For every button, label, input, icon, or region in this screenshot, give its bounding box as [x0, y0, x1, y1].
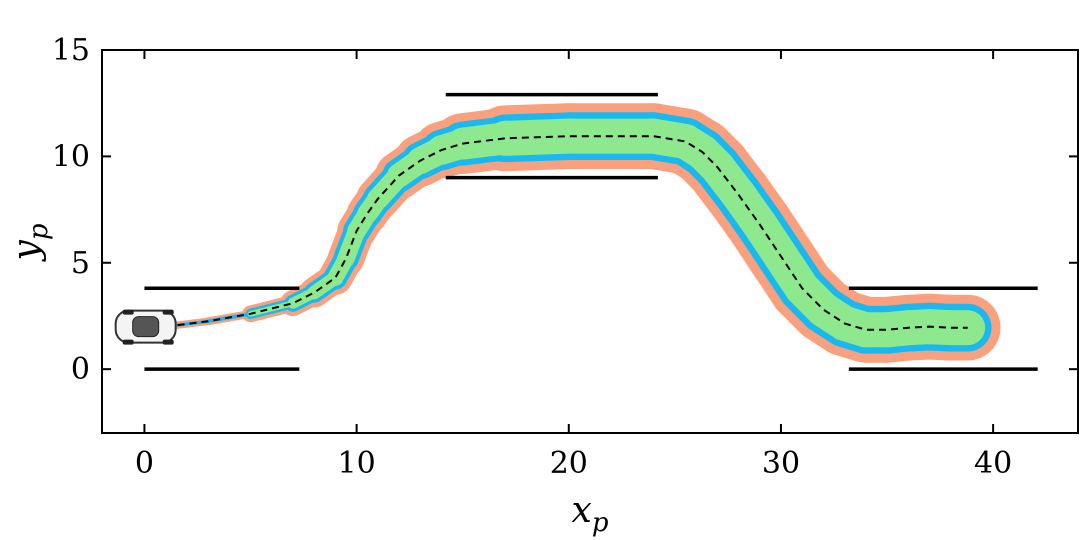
y-tick-label: 15 — [52, 33, 90, 68]
car-wheel — [122, 339, 134, 345]
plot-frame — [101, 49, 1079, 434]
x-axis-label: xp — [572, 490, 609, 538]
x-tick-label: 40 — [974, 446, 1012, 481]
x-tick-label: 30 — [762, 446, 800, 481]
reference-path-line — [165, 135, 968, 331]
x-tick-label: 20 — [550, 446, 588, 481]
car-cabin — [132, 316, 160, 338]
car-wheel — [162, 309, 174, 315]
y-tick-label: 5 — [71, 246, 90, 281]
x-tick-label: 0 — [135, 446, 154, 481]
car-icon — [114, 309, 177, 345]
car-wheel — [162, 339, 174, 345]
y-axis-label: yp — [6, 223, 54, 262]
y-tick-label: 0 — [71, 352, 90, 387]
y-tick-label: 10 — [52, 139, 90, 174]
tube-bands — [161, 103, 1001, 363]
reference-path-layer — [165, 135, 968, 331]
x-tick-label: 10 — [338, 446, 376, 481]
car-wheel — [122, 309, 134, 315]
axis-ticks: 0 10 20 30 40 0 5 10 15 — [52, 33, 1078, 481]
walls-layer — [144, 92, 1038, 371]
